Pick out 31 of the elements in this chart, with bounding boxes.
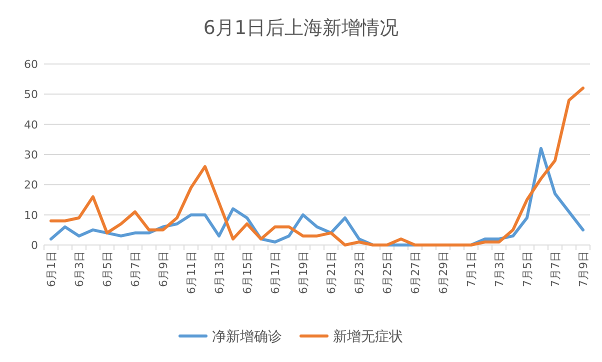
y-tick-label: 40 <box>24 118 38 132</box>
y-tick-label: 30 <box>24 148 38 162</box>
x-tick-label: 6月3日 <box>73 251 86 287</box>
y-tick-label: 0 <box>31 239 38 252</box>
x-tick-label: 6月5日 <box>101 251 114 287</box>
x-tick-label: 6月15日 <box>241 251 254 294</box>
legend-label: 新增无症状 <box>333 329 403 345</box>
chart-title: 6月1日后上海新增情况 <box>203 17 399 39</box>
x-tick-label: 6月23日 <box>353 251 366 294</box>
x-tick-label: 6月13日 <box>213 251 226 294</box>
x-tick-label: 6月11日 <box>185 251 198 294</box>
x-tick-label: 7月3日 <box>493 251 506 287</box>
x-tick-label: 6月27日 <box>409 251 422 294</box>
x-tick-label: 6月17日 <box>269 251 282 294</box>
x-tick-label: 6月7日 <box>129 251 142 287</box>
x-tick-label: 6月25日 <box>381 251 394 294</box>
x-tick-label: 6月21日 <box>325 251 338 294</box>
x-tick-label: 7月7日 <box>549 251 562 287</box>
x-tick-label: 6月1日 <box>45 251 58 287</box>
y-tick-label: 20 <box>24 178 38 192</box>
x-tick-label: 6月9日 <box>157 251 170 287</box>
x-tick-label: 7月9日 <box>577 251 590 287</box>
y-tick-label: 60 <box>24 58 38 71</box>
y-tick-label: 10 <box>24 208 38 222</box>
line-series <box>50 86 584 246</box>
x-tick-label: 6月29日 <box>437 251 450 294</box>
x-tick-label: 7月1日 <box>465 251 478 287</box>
legend-label: 净新增确诊 <box>212 329 282 345</box>
x-tick-label: 7月5日 <box>521 251 534 287</box>
x-tick-label: 6月19日 <box>297 251 310 294</box>
y-tick-label: 50 <box>24 88 38 102</box>
